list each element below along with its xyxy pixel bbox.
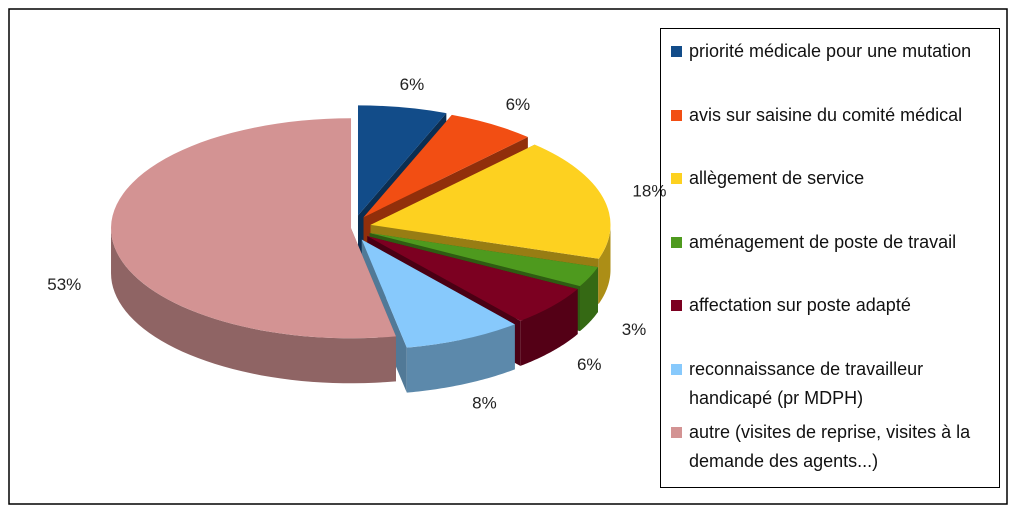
slice: [363, 114, 528, 218]
frame: [8, 8, 1008, 505]
legend-swatch: [671, 173, 682, 184]
slice: [367, 236, 578, 321]
legend-swatch: [671, 363, 682, 375]
slice-wall: [579, 267, 598, 332]
slice-wall: [520, 289, 578, 366]
legend-swatch: [671, 300, 682, 311]
legend-label: autre (visites de reprise, visites à la …: [689, 422, 971, 471]
legend-item: avis sur saisine du comité médical: [671, 101, 993, 165]
legend-label: reconnaissance de travailleur handicapé …: [689, 358, 924, 408]
slice: [370, 144, 611, 259]
legend-swatch: [671, 427, 682, 438]
slice: [357, 105, 447, 216]
legend-label: avis sur saisine du comité médical: [689, 104, 963, 125]
data-label: 6%: [400, 75, 425, 94]
legend-label: priorité médicale pour une mutation: [689, 41, 972, 61]
legend-label: affectation sur poste adapté: [689, 295, 911, 315]
data-label: 8%: [472, 394, 497, 413]
slice-wall: [111, 228, 396, 384]
legend-swatch: [671, 236, 682, 248]
legend-swatch: [671, 109, 682, 121]
data-label: 53%: [47, 275, 81, 294]
data-label: 6%: [577, 355, 602, 374]
slice-wall: [598, 224, 611, 304]
data-label: 18%: [632, 181, 666, 200]
slice-wall: [406, 324, 515, 393]
legend-item: autre (visites de reprise, visites à la …: [671, 418, 993, 482]
legend-swatch: [671, 46, 682, 57]
data-label: 3%: [622, 320, 647, 339]
legend: priorité médicale pour une mutation avis …: [660, 28, 1000, 488]
legend-item: allègement de service: [671, 164, 993, 228]
slice: [369, 233, 598, 287]
legend-item: aménagement de poste de travail: [671, 228, 993, 292]
data-label: 6%: [506, 95, 531, 114]
legend-label: allègement de service: [689, 168, 865, 188]
legend-item: reconnaissance de travailleur handicapé …: [671, 355, 993, 419]
legend-item: affectation sur poste adapté: [671, 291, 993, 355]
legend-label: aménagement de poste de travail: [689, 231, 957, 252]
slice: [111, 118, 396, 339]
legend-item: priorité médicale pour une mutation: [671, 37, 993, 101]
slice: [361, 239, 515, 348]
